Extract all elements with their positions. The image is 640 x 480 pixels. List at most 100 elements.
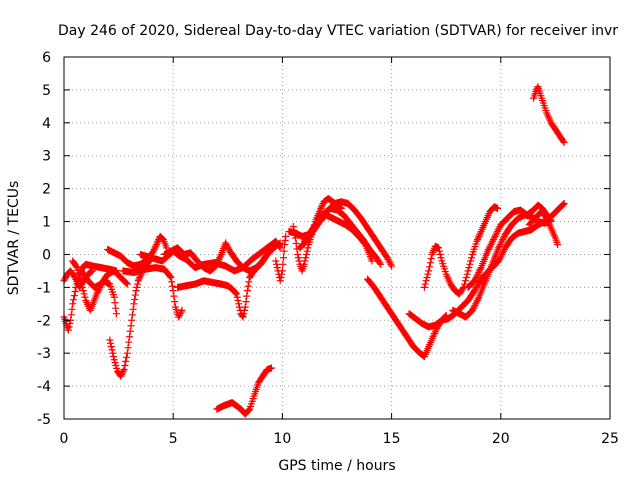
y-tick-label: -4 (37, 379, 51, 395)
data-point (118, 369, 126, 377)
data-point (494, 226, 502, 234)
y-tick-label: -3 (37, 346, 51, 362)
data-point (214, 257, 222, 265)
data-point (494, 204, 502, 212)
series-arc-7 (119, 264, 186, 321)
data-point (300, 260, 308, 268)
data-point (158, 234, 166, 242)
data-point (472, 273, 480, 281)
data-point (108, 346, 116, 354)
data-point (243, 287, 251, 295)
data-point (469, 305, 477, 313)
series-arc-4 (77, 267, 131, 291)
data-point (170, 292, 178, 300)
data-point (244, 282, 252, 290)
data-point (152, 242, 160, 250)
data-point (485, 246, 493, 254)
data-point (276, 277, 284, 285)
data-point (280, 247, 288, 255)
data-point (486, 242, 494, 250)
data-point (303, 247, 311, 255)
data-point (499, 249, 507, 257)
data-point (134, 280, 142, 288)
data-point (316, 208, 324, 216)
data-point (213, 260, 221, 268)
data-point (302, 254, 310, 262)
data-point (437, 254, 445, 262)
data-point (212, 262, 220, 270)
data-point (127, 322, 135, 330)
y-tick-label: -2 (37, 313, 51, 329)
data-point (318, 203, 326, 211)
data-point (304, 244, 312, 252)
data-point (431, 329, 439, 337)
data-point (302, 250, 310, 258)
y-tick-label: 3 (42, 149, 51, 165)
data-point (275, 240, 283, 248)
x-axis-label: GPS time / hours (278, 458, 395, 474)
data-point (123, 349, 131, 357)
data-point (122, 357, 130, 365)
data-point (154, 237, 162, 245)
data-point (282, 232, 290, 240)
data-point (117, 372, 125, 380)
data-point (500, 234, 508, 242)
data-point (78, 283, 86, 291)
data-point (491, 232, 499, 240)
data-point (463, 270, 471, 278)
data-point (476, 265, 484, 273)
data-point (126, 327, 134, 335)
data-point (235, 300, 243, 308)
x-tick-label: 20 (492, 431, 510, 447)
data-point (473, 298, 481, 306)
data-point (558, 201, 566, 209)
data-point (72, 262, 80, 270)
data-point (134, 277, 142, 285)
data-point (292, 239, 300, 247)
data-point (245, 406, 253, 414)
x-tick-label: 25 (601, 431, 619, 447)
data-point (121, 362, 129, 370)
data-point (490, 234, 498, 242)
data-point (461, 277, 469, 285)
data-point (493, 229, 501, 237)
data-point (77, 280, 85, 288)
data-point (150, 246, 158, 254)
data-point (476, 231, 484, 239)
data-point (425, 267, 433, 275)
data-point (427, 255, 435, 263)
data-point (120, 366, 128, 374)
data-point (176, 310, 184, 318)
data-point (474, 270, 482, 278)
data-point (429, 333, 437, 341)
data-point (462, 273, 470, 281)
data-point (361, 240, 369, 248)
data-point (80, 290, 88, 298)
data-point (94, 288, 102, 296)
data-point (107, 339, 115, 347)
data-point (171, 298, 179, 306)
data-point (136, 273, 144, 281)
data-point (68, 305, 76, 313)
data-point (243, 292, 251, 300)
data-point (67, 311, 75, 319)
data-point (560, 199, 568, 207)
x-tick-label: 0 (60, 431, 69, 447)
data-point (468, 306, 476, 314)
data-point (498, 250, 506, 258)
data-point (72, 283, 80, 291)
series-arc-21 (464, 201, 555, 291)
data-point (130, 300, 138, 308)
data-point (436, 250, 444, 258)
data-point (133, 283, 141, 291)
data-point (474, 295, 482, 303)
data-point (153, 239, 161, 247)
data-point (421, 280, 429, 288)
data-point (131, 295, 139, 303)
y-tick-label: 0 (42, 247, 51, 263)
data-point (62, 273, 70, 281)
data-point (465, 264, 473, 272)
plot-frame (63, 56, 611, 420)
data-point (233, 293, 241, 301)
data-point (435, 247, 443, 255)
